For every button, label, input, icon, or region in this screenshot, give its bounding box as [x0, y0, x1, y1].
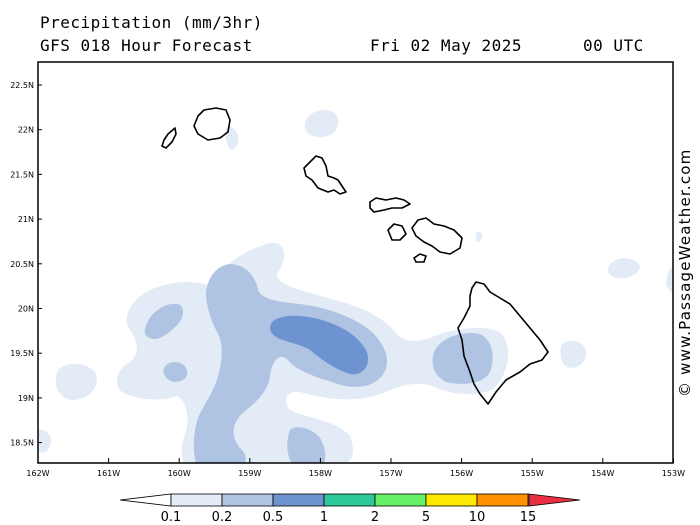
lat-label: 22N: [18, 126, 34, 135]
lat-label: 18.5N: [10, 439, 34, 448]
island-lanai: [387, 223, 407, 241]
lon-label: 156W: [450, 469, 473, 478]
lon-label: 158W: [309, 469, 332, 478]
lat-label: 21.5N: [10, 170, 34, 179]
colorbar-cell: [221, 493, 274, 507]
island-hawaii: [457, 281, 549, 405]
colorbar-cell: [323, 493, 376, 507]
lat-label: 20N: [18, 305, 34, 314]
lon-label: 154W: [591, 469, 614, 478]
precip-light: [38, 109, 673, 463]
colorbar-low-arrow: [119, 493, 172, 507]
island-maui: [411, 217, 463, 255]
credit-watermark: © www.PassageWeather.com: [676, 148, 694, 397]
forecast-label: GFS 018 Hour Forecast: [40, 36, 253, 55]
lat-label: 20.5N: [10, 260, 34, 269]
lon-label: 160W: [168, 469, 191, 478]
precip-heavy: [270, 315, 369, 375]
colorbar-label: 15: [520, 510, 537, 525]
lon-label: 161W: [97, 469, 120, 478]
lat-label: 19N: [18, 394, 34, 403]
colorbar-cell: [425, 493, 478, 507]
colorbar-cell: [374, 493, 427, 507]
map-title: Precipitation (mm/3hr): [40, 13, 263, 32]
colorbar-label: 0.5: [263, 510, 284, 525]
lon-label: 153W: [662, 469, 685, 478]
colorbar-label: 0.1: [161, 510, 182, 525]
colorbar-high-arrow: [528, 493, 581, 507]
island-kauai: [193, 107, 231, 141]
longitude-axis: 162W 161W 160W 159W 158W 157W 156W 155W 154W 153W: [26, 458, 685, 478]
lon-label: 155W: [521, 469, 544, 478]
map-frame: [37, 61, 674, 464]
colorbar-label: 5: [422, 510, 430, 525]
island-oahu: [303, 155, 347, 195]
colorbar-label: 2: [371, 510, 379, 525]
island-molokai: [369, 197, 411, 213]
island-niihau: [161, 127, 177, 149]
lon-label: 159W: [238, 469, 261, 478]
colorbar-cell: [476, 493, 529, 507]
colorbar-cell: [170, 493, 223, 507]
lon-label: 157W: [379, 469, 402, 478]
lat-label: 21N: [18, 215, 34, 224]
precip-moderate: [144, 264, 493, 463]
colorbar-label: 0.2: [212, 510, 233, 525]
colorbar-cell: [272, 493, 325, 507]
colorbar-label: 10: [469, 510, 486, 525]
forecast-date: Fri 02 May 2025: [370, 36, 522, 55]
forecast-time: 00 UTC: [583, 36, 644, 55]
precipitation-layer: [38, 109, 673, 463]
lon-label: 162W: [26, 469, 49, 478]
lat-label: 22.5N: [10, 81, 34, 90]
precipitation-colorbar: 0.1 0.2 0.5 1 2 5 10 15: [119, 493, 581, 525]
colorbar-label: 1: [320, 510, 328, 525]
latitude-axis: 22.5N 22N 21.5N 21N 20.5N 20N 19.5N 19N 18.5N: [10, 81, 42, 448]
lat-label: 19.5N: [10, 349, 34, 358]
island-outlines: [161, 107, 549, 405]
island-kahoolawe: [413, 253, 427, 263]
